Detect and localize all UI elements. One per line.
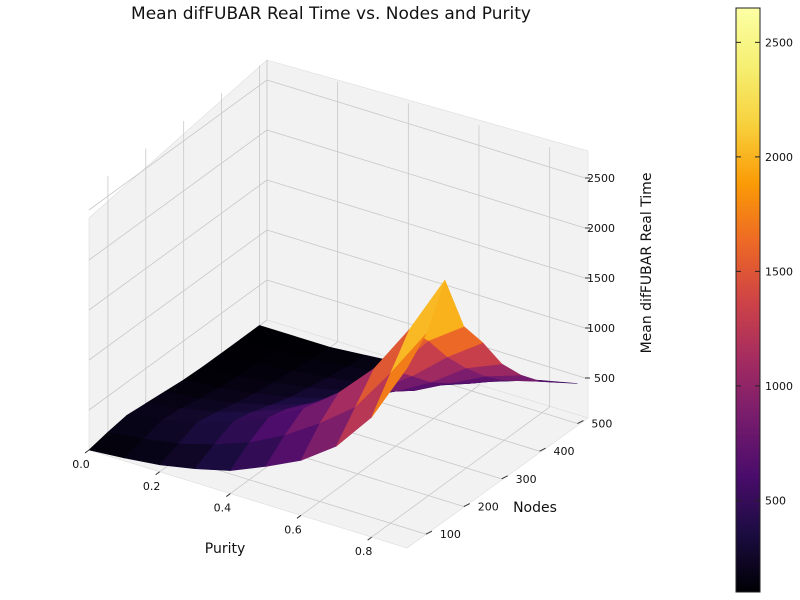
z-axis-label: Mean difFUBAR Real Time xyxy=(639,173,655,354)
colorbar-tick-label: 2500 xyxy=(765,36,793,49)
y-tick-label: 500 xyxy=(591,418,612,431)
x-tick-label: 0.8 xyxy=(355,545,373,558)
z-tick-label: 500 xyxy=(594,372,615,385)
colorbar-tick-label: 1500 xyxy=(765,265,793,278)
colorbar-ticks: 500 1000 1500 2000 2500 xyxy=(736,36,793,507)
grid-line xyxy=(266,229,586,329)
surface-patch xyxy=(371,333,427,418)
grid-line xyxy=(88,129,268,261)
colorbar-tick-label: 1000 xyxy=(765,380,793,393)
z-tick-label: 1500 xyxy=(587,272,615,285)
x-tick-mark xyxy=(226,493,231,497)
grid-line xyxy=(266,129,586,229)
x-tick-label: 0.2 xyxy=(143,480,161,493)
colorbar-tick-label: 500 xyxy=(765,494,786,507)
y-tick-mark xyxy=(577,420,584,424)
x-tick-mark xyxy=(155,471,160,476)
y-tick-label: 400 xyxy=(554,445,575,458)
x-tick-mark xyxy=(367,536,372,541)
y-tick-mark xyxy=(425,530,433,535)
surface-mesh xyxy=(88,279,578,471)
chart-title: Mean difFUBAR Real Time vs. Nodes and Pu… xyxy=(131,4,531,24)
y-tick-label: 200 xyxy=(478,501,499,514)
grid-line xyxy=(266,79,586,179)
colorbar-tick-label: 2000 xyxy=(765,151,793,164)
x-tick-label: 0.0 xyxy=(72,458,90,471)
z-tick-label: 1000 xyxy=(587,322,615,335)
colorbar xyxy=(735,7,761,593)
grid-line xyxy=(88,229,268,361)
y-tick-mark xyxy=(501,475,508,480)
y-tick-mark xyxy=(463,503,471,507)
x-tick-label: 0.4 xyxy=(214,502,232,515)
x-axis-label: Purity xyxy=(205,541,246,557)
grid-line xyxy=(88,79,268,211)
x-tick-label: 0.6 xyxy=(284,523,302,536)
grid-line xyxy=(371,406,550,538)
grid-line xyxy=(88,279,268,411)
grid-line xyxy=(88,179,268,311)
z-tick-label: 2000 xyxy=(587,222,615,235)
grid-line xyxy=(300,385,480,516)
axis-ticks: 0.0 0.2 0.4 0.6 0.8 100 200 300 400 500 500 1000 150… xyxy=(72,172,615,558)
y-tick-mark xyxy=(539,447,546,452)
x-tick-mark xyxy=(84,449,90,454)
x-tick-mark xyxy=(296,514,302,519)
grid-lines xyxy=(88,60,586,538)
y-tick-label: 300 xyxy=(516,473,537,486)
y-axis-label: Nodes xyxy=(513,500,557,516)
y-tick-label: 100 xyxy=(440,528,461,541)
grid-line xyxy=(266,179,586,279)
z-tick-label: 2500 xyxy=(587,172,615,185)
